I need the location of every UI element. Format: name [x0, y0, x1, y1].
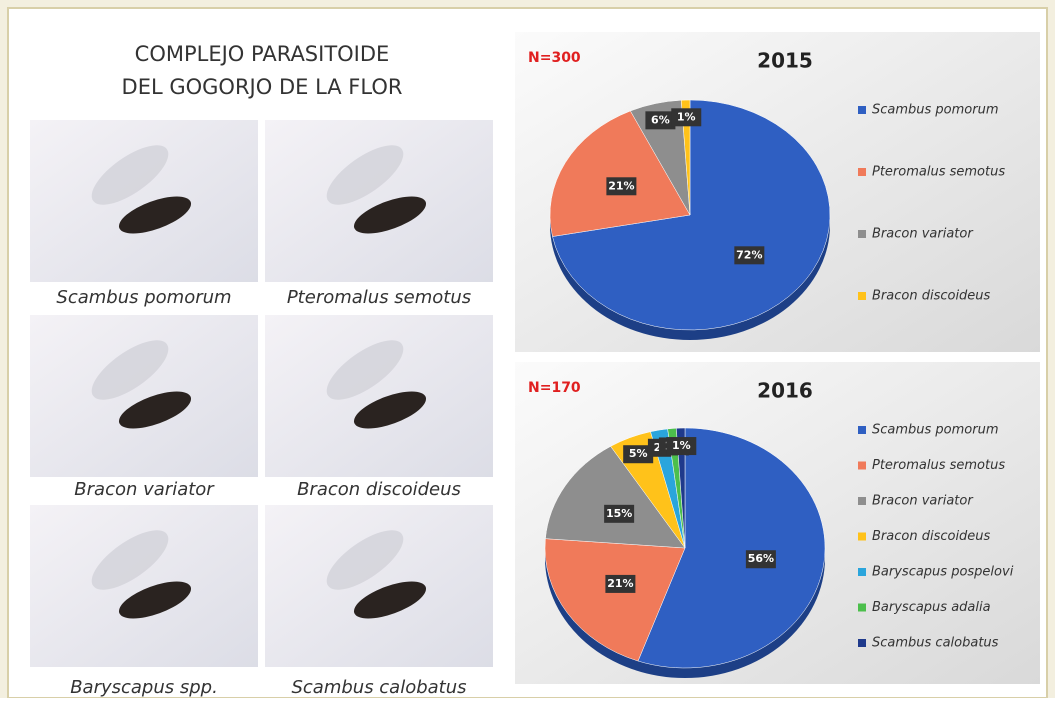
photo: [30, 505, 258, 667]
photo-caption: Bracon variator: [74, 479, 215, 500]
photo-caption: Scambus calobatus: [291, 677, 466, 698]
legend-label: Bracon variator: [872, 494, 974, 509]
legend-label: Baryscapus adalia: [872, 600, 991, 615]
legend-label: Scambus pomorum: [872, 423, 999, 438]
photo-caption: Scambus pomorum: [56, 287, 231, 308]
legend-swatch: [858, 533, 866, 541]
value-label: 15%: [606, 507, 632, 520]
panel-title: DEL GOGORJO DE LA FLOR: [122, 75, 403, 99]
legend-label: Bracon variator: [872, 227, 974, 242]
legend-label: Baryscapus pospelovi: [872, 565, 1014, 580]
photo-caption: Baryscapus spp.: [70, 677, 218, 698]
annotation: N=300: [528, 50, 581, 66]
photo: [265, 315, 493, 477]
legend-swatch: [858, 568, 866, 576]
value-label: 1%: [672, 439, 691, 452]
photo-caption: Pteromalus semotus: [287, 287, 471, 308]
legend-label: Scambus calobatus: [872, 636, 999, 651]
legend-swatch: [858, 426, 866, 434]
value-label: 5%: [629, 447, 648, 460]
photo: [30, 315, 258, 477]
figure: COMPLEJO PARASITOIDE DEL GOGORJO DE LA F…: [0, 0, 1055, 698]
annotation: N=170: [528, 380, 581, 396]
photo: [265, 120, 493, 282]
legend-label: Pteromalus semotus: [872, 458, 1005, 473]
legend-swatch: [858, 292, 866, 300]
legend-swatch: [858, 168, 866, 176]
legend-label: Scambus pomorum: [872, 103, 999, 118]
value-label: 6%: [651, 113, 670, 126]
legend-swatch: [858, 106, 866, 114]
legend-swatch: [858, 230, 866, 238]
panel-title: COMPLEJO PARASITOIDE: [135, 42, 390, 66]
legend-label: Bracon discoideus: [872, 529, 991, 544]
legend-label: Pteromalus semotus: [872, 165, 1005, 180]
legend-label: Bracon discoideus: [872, 289, 991, 304]
legend-swatch: [858, 497, 866, 505]
value-label: 72%: [736, 248, 762, 261]
value-label: 1%: [677, 110, 696, 123]
chart-title: 2016: [757, 379, 813, 403]
value-label: 56%: [748, 552, 774, 565]
value-label: 21%: [607, 577, 633, 590]
legend-swatch: [858, 462, 866, 470]
legend-swatch: [858, 639, 866, 647]
legend-swatch: [858, 604, 866, 612]
photo: [30, 120, 258, 282]
photo-caption: Bracon discoideus: [297, 479, 461, 500]
chart-title: 2015: [757, 49, 813, 73]
photo: [265, 505, 493, 667]
value-label: 21%: [608, 179, 634, 192]
